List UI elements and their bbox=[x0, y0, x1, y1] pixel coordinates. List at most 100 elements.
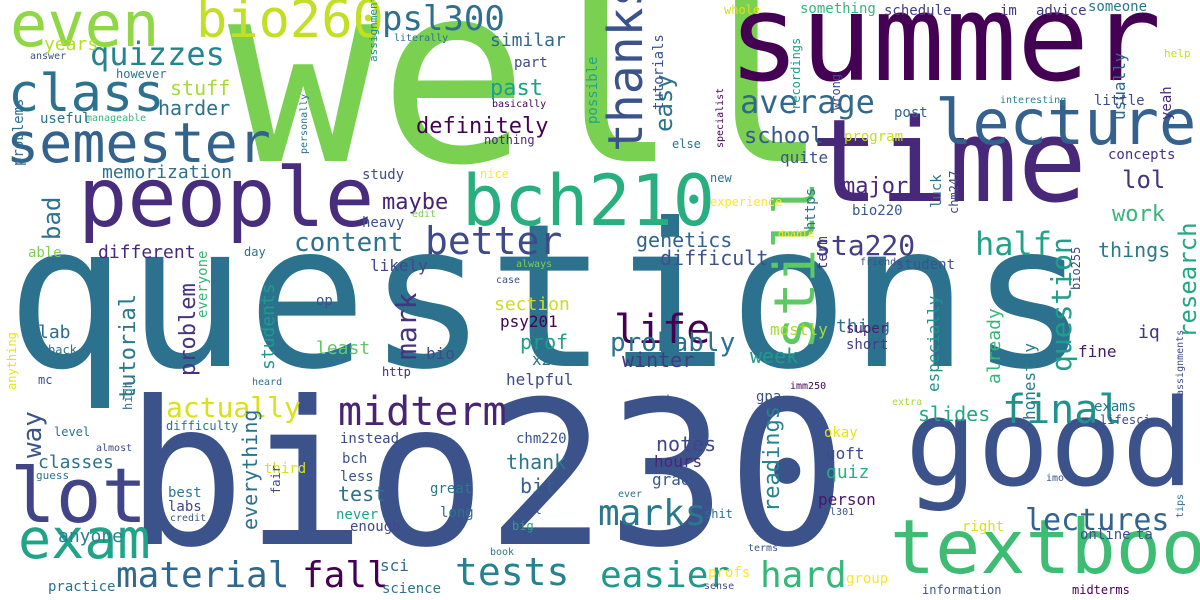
word-imm250: imm250 bbox=[790, 381, 827, 392]
word-bio230: bio230 bbox=[125, 359, 848, 592]
word-psl301: psl301 bbox=[818, 507, 855, 518]
word-probably: probably bbox=[610, 328, 736, 358]
word-prof: prof bbox=[520, 330, 569, 354]
word-short: short bbox=[846, 337, 889, 353]
word-personally: personally bbox=[299, 93, 310, 154]
word-im: im bbox=[1000, 3, 1017, 19]
word-hours: hours bbox=[654, 452, 703, 471]
word-students: students bbox=[258, 283, 279, 370]
word-good: good bbox=[905, 375, 1194, 514]
word-summer: summer bbox=[728, 0, 1162, 109]
word-even: even bbox=[10, 0, 160, 61]
word-x200b: x200b bbox=[532, 350, 581, 369]
word-lol: lol bbox=[1122, 166, 1166, 194]
word-difficulty: difficulty bbox=[166, 419, 239, 433]
word-end: end bbox=[648, 393, 670, 407]
word-half: half bbox=[975, 225, 1053, 263]
word-help: help bbox=[1164, 47, 1191, 60]
word-third: third bbox=[264, 461, 307, 477]
word-literally: literally bbox=[394, 33, 449, 44]
word-something: something bbox=[800, 1, 876, 17]
word-psl: psl bbox=[520, 503, 542, 517]
word-quiz: quiz bbox=[826, 462, 870, 483]
word-similar: similar bbox=[490, 30, 566, 51]
word-questions: questions bbox=[6, 181, 1090, 414]
word-week: week bbox=[750, 344, 799, 368]
word-gpa: gpa bbox=[756, 389, 782, 405]
word-high: high bbox=[121, 381, 135, 410]
word-always: always bbox=[516, 259, 553, 270]
word-school: school bbox=[744, 124, 824, 149]
word-easier: easier bbox=[600, 555, 731, 596]
word-student: student bbox=[896, 257, 956, 273]
word-especially: especially bbox=[924, 295, 943, 392]
word-group: group bbox=[846, 571, 889, 587]
word-midterm: midterm bbox=[338, 389, 507, 435]
word-never: never bbox=[336, 507, 379, 523]
word-bit: bit bbox=[520, 474, 557, 498]
word-past: past bbox=[490, 76, 543, 101]
word-terms: terms bbox=[748, 543, 779, 554]
word-least: least bbox=[316, 338, 371, 359]
word-psy201: psy201 bbox=[500, 312, 558, 331]
word-useful: useful bbox=[40, 111, 91, 127]
word-right: right bbox=[962, 519, 1005, 535]
word-thing: thing bbox=[836, 316, 891, 337]
word-definitely: definitely bbox=[416, 114, 549, 139]
word-book: book bbox=[490, 547, 515, 558]
word-quizzes: quizzes bbox=[90, 35, 225, 73]
word-better: better bbox=[425, 219, 563, 263]
word-almost: almost bbox=[96, 443, 133, 454]
word-op: op bbox=[316, 293, 333, 309]
word-bch210: bch210 bbox=[462, 160, 715, 242]
word-bio255: bio255 bbox=[1069, 246, 1083, 290]
word-interesting: interesting bbox=[1000, 95, 1067, 106]
word-life: life bbox=[614, 307, 711, 353]
word-http: http bbox=[382, 365, 411, 379]
word-imo: imo bbox=[1046, 473, 1065, 484]
word-person: person bbox=[818, 490, 876, 509]
word-average: average bbox=[740, 83, 875, 121]
word-chm220: chm220 bbox=[516, 431, 567, 447]
word-profs: profs bbox=[708, 565, 751, 581]
word-quite: quite bbox=[780, 148, 829, 167]
word-big: big bbox=[512, 519, 534, 533]
word-extra: extra bbox=[892, 397, 923, 408]
word-helpful: helpful bbox=[506, 370, 574, 389]
word-experience: experience bbox=[710, 195, 783, 209]
word-https: https bbox=[803, 187, 819, 230]
word-stuff: stuff bbox=[170, 76, 231, 100]
word-winter: winter bbox=[622, 348, 695, 372]
word-likely: likely bbox=[370, 256, 428, 275]
word-basically: basically bbox=[492, 99, 547, 110]
word-able: able bbox=[28, 245, 62, 261]
word-someone: someone bbox=[1088, 0, 1148, 15]
word-thank: thank bbox=[506, 450, 567, 474]
word-content: content bbox=[294, 228, 404, 258]
word-fair: fair bbox=[269, 465, 283, 494]
word-research: research bbox=[1174, 222, 1200, 338]
word-memorization: memorization bbox=[102, 162, 233, 183]
word-notes: notes bbox=[656, 432, 717, 456]
word-things: things bbox=[1098, 238, 1171, 262]
word-lab: lab bbox=[38, 322, 71, 343]
word-however: however bbox=[116, 67, 167, 81]
word-material: material bbox=[116, 555, 290, 596]
word-time: time bbox=[810, 95, 1087, 229]
word-tutorials: tutorials bbox=[651, 34, 667, 110]
word-tips: tips bbox=[1175, 493, 1186, 518]
word-else: else bbox=[672, 137, 701, 151]
word-edit: edit bbox=[412, 209, 437, 220]
word-schedule: schedule bbox=[884, 3, 952, 19]
word-major: major bbox=[842, 174, 909, 199]
word-luck: luck bbox=[929, 174, 945, 208]
word-enough: enough bbox=[350, 519, 401, 535]
word-sci: sci bbox=[380, 556, 409, 575]
word-bad: bad bbox=[38, 196, 66, 240]
word-readings: readings bbox=[760, 406, 785, 512]
word-bio260: bio260 bbox=[196, 0, 384, 50]
word-super: super bbox=[846, 321, 889, 337]
word-bch: bch bbox=[342, 451, 368, 467]
word-everyone: everyone bbox=[195, 250, 211, 318]
word-tests: tests bbox=[455, 550, 570, 594]
